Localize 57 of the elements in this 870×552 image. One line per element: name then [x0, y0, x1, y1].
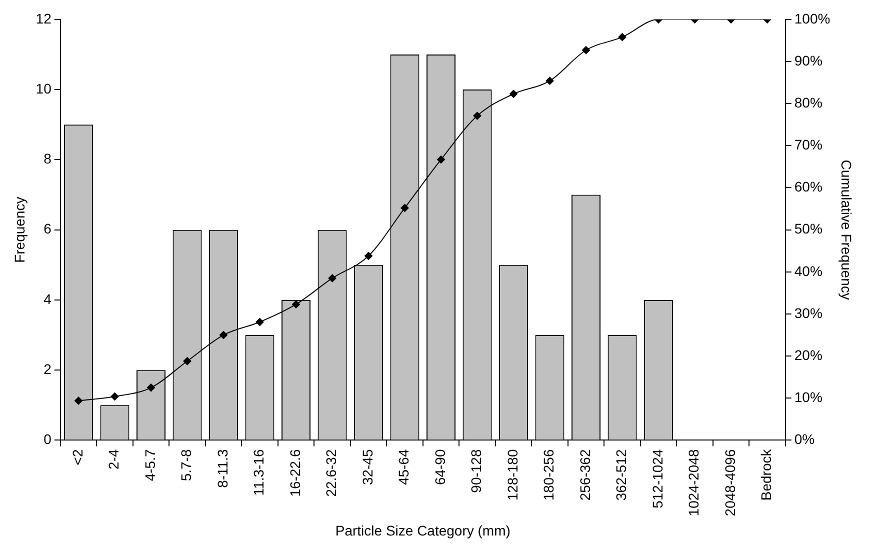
x-tick-label: <2 — [69, 449, 86, 466]
y-axis-title: Frequency — [11, 196, 28, 263]
x-tick-label: 8-11.3 — [214, 449, 230, 488]
point — [364, 252, 373, 260]
point — [220, 331, 228, 340]
y2-tick-label: 90% — [794, 52, 822, 68]
x-tick-label: 22.6-32 — [323, 449, 340, 497]
point — [582, 46, 590, 54]
x-axis-title: Particle Size Category (mm) — [335, 522, 510, 538]
point — [292, 300, 300, 308]
y-tick-label: 6 — [44, 220, 52, 237]
y-tick-label: 10 — [36, 80, 52, 96]
point — [74, 396, 82, 405]
point — [256, 318, 264, 326]
x-tick-label: 64-90 — [432, 449, 448, 486]
point — [510, 90, 518, 98]
y2-tick-label: 50% — [794, 220, 822, 237]
x-tick-label: 90-128 — [468, 449, 484, 493]
y2-tick-label: 60% — [794, 178, 822, 195]
x-tick-label: 45-64 — [396, 449, 412, 486]
y-tick-label: 12 — [36, 10, 52, 26]
point — [437, 156, 446, 164]
y2-tick-label: 10% — [794, 389, 822, 406]
y-tick-label: 0 — [44, 431, 52, 448]
x-tick-label: 1024-2048 — [686, 449, 702, 516]
point — [328, 274, 336, 282]
y2-tick-label: 80% — [794, 94, 822, 110]
y-tick-label: 4 — [44, 290, 52, 307]
x-tick-label: 362-512 — [613, 449, 630, 501]
point — [400, 204, 409, 212]
y-tick-label: 2 — [44, 360, 52, 377]
x-tick-label: 11.3-16 — [250, 449, 267, 496]
x-tick-label: 2-4 — [106, 449, 122, 470]
y2-tick-label: 30% — [794, 304, 822, 321]
x-tick-label: 16-22.6 — [286, 449, 303, 497]
y-tick-label: 8 — [44, 150, 52, 167]
point — [147, 384, 155, 392]
y2-tick-label: 100% — [794, 10, 830, 26]
x-tick-label: 2048-4096 — [722, 449, 738, 516]
y2-axis-title: Cumulative Frequency — [838, 160, 855, 300]
y2-tick-label: 0% — [794, 431, 815, 448]
x-tick-label: 128-180 — [504, 449, 520, 501]
x-tick-label: 512-1024 — [649, 449, 666, 508]
point — [473, 112, 482, 120]
x-tick-label: 4-5.7 — [142, 449, 158, 482]
point — [183, 357, 192, 366]
x-tick-label: 32-45 — [359, 449, 376, 486]
x-tick-label: Bedrock — [758, 448, 774, 501]
x-tick-label: 180-256 — [540, 449, 557, 501]
y2-tick-label: 20% — [794, 346, 822, 363]
y2-tick-label: 40% — [794, 262, 822, 279]
y2-tick-label: 70% — [794, 136, 822, 153]
point — [546, 76, 554, 85]
x-tick-label: 5.7-8 — [178, 449, 194, 482]
point — [618, 33, 626, 42]
point — [110, 392, 119, 400]
x-tick-label: 256-362 — [576, 449, 593, 501]
